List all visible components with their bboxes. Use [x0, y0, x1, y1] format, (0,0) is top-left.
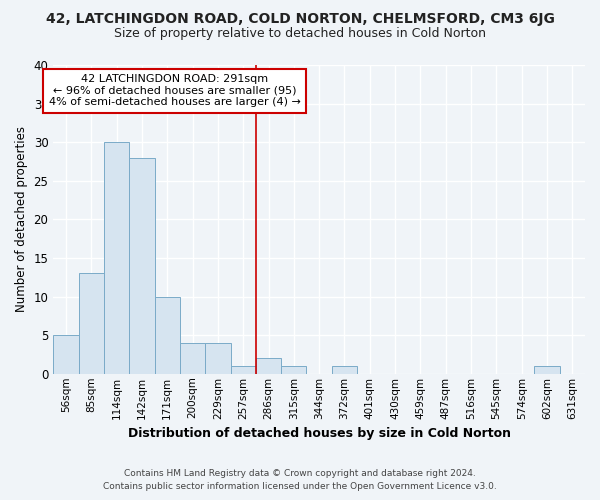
Bar: [535, 366, 560, 374]
Bar: [79, 274, 104, 374]
Bar: [129, 158, 155, 374]
Bar: [256, 358, 281, 374]
Text: 42, LATCHINGDON ROAD, COLD NORTON, CHELMSFORD, CM3 6JG: 42, LATCHINGDON ROAD, COLD NORTON, CHELM…: [46, 12, 554, 26]
X-axis label: Distribution of detached houses by size in Cold Norton: Distribution of detached houses by size …: [128, 427, 511, 440]
Text: Contains HM Land Registry data © Crown copyright and database right 2024.
Contai: Contains HM Land Registry data © Crown c…: [103, 470, 497, 491]
Text: 42 LATCHINGDON ROAD: 291sqm
← 96% of detached houses are smaller (95)
4% of semi: 42 LATCHINGDON ROAD: 291sqm ← 96% of det…: [49, 74, 301, 108]
Bar: [180, 343, 205, 374]
Bar: [155, 296, 180, 374]
Bar: [104, 142, 129, 374]
Bar: [205, 343, 230, 374]
Bar: [230, 366, 256, 374]
Text: Size of property relative to detached houses in Cold Norton: Size of property relative to detached ho…: [114, 28, 486, 40]
Y-axis label: Number of detached properties: Number of detached properties: [15, 126, 28, 312]
Bar: [281, 366, 307, 374]
Bar: [53, 335, 79, 374]
Bar: [332, 366, 357, 374]
